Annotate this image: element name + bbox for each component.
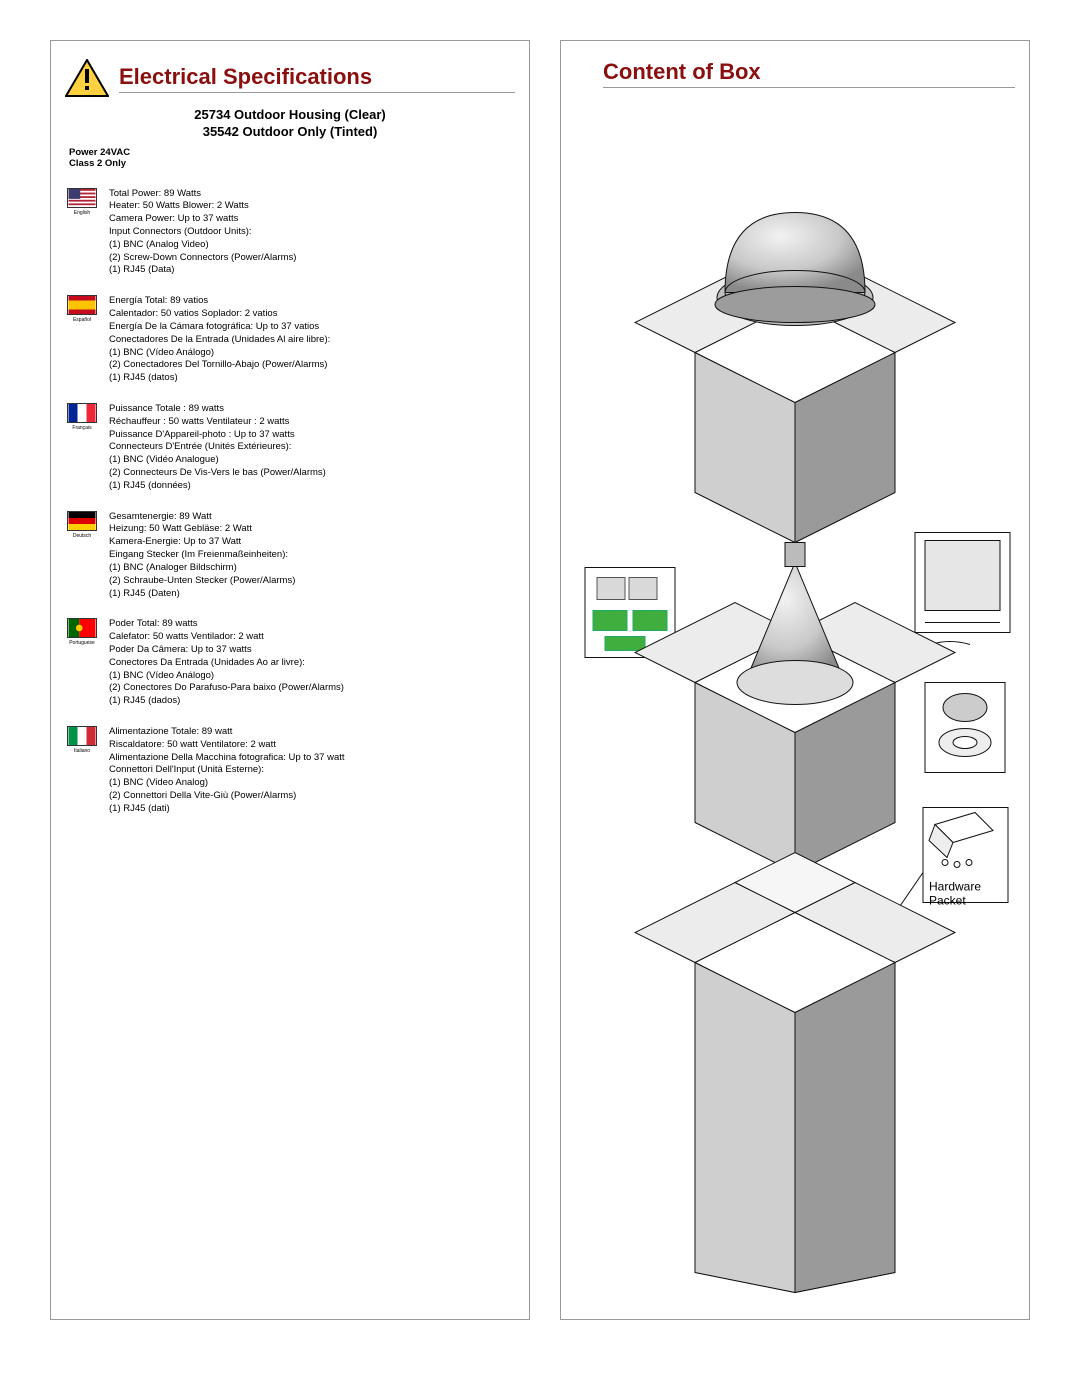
lang-block-pt: Portuguese Poder Total: 89 watts Calefato… (65, 618, 515, 708)
flag-col: Deutsch (65, 511, 99, 601)
hardware-packet-label-2: Packet (929, 894, 966, 908)
spec-text: Total Power: 89 Watts Heater: 50 Watts B… (109, 188, 296, 278)
flag-label: Italiano (65, 748, 99, 754)
flag-label: Español (65, 317, 99, 323)
lang-block-us: English Total Power: 89 Watts Heater: 50 … (65, 188, 515, 278)
spec-text: Energía Total: 89 vatios Calentador: 50 … (109, 295, 330, 385)
content-of-box-panel: Content of Box (560, 40, 1030, 1320)
box-contents-illustration: Hardware Packet (575, 104, 1015, 1301)
flag-label: Français (65, 425, 99, 431)
lang-block-fr: Français Puissance Totale : 89 watts Réch… (65, 403, 515, 493)
sub-line-1: 25734 Outdoor Housing (Clear) (194, 107, 385, 122)
warning-icon (65, 59, 109, 97)
flag-col: Italiano (65, 726, 99, 816)
box-1 (635, 213, 955, 543)
spec-text: Poder Total: 89 watts Calefator: 50 watt… (109, 618, 344, 708)
spec-text: Alimentazione Totale: 89 watt Riscaldato… (109, 726, 345, 816)
flag-col: Español (65, 295, 99, 385)
lang-block-de: Deutsch Gesamtenergie: 89 Watt Heizung: 5… (65, 511, 515, 601)
flag-label: Portuguese (65, 640, 99, 646)
left-heading: Electrical Specifications (119, 64, 515, 93)
power-line-1: Power 24VAC (69, 147, 130, 158)
left-heading-row: Electrical Specifications (65, 59, 515, 97)
flag-label: Deutsch (65, 533, 99, 539)
box-3 (635, 853, 955, 1293)
right-heading: Content of Box (603, 59, 1015, 88)
power-label: Power 24VAC Class 2 Only (69, 147, 515, 170)
flag-label: English (65, 210, 99, 216)
spec-text: Puissance Totale : 89 watts Réchauffeur … (109, 403, 326, 493)
flag-col: Portuguese (65, 618, 99, 708)
power-line-2: Class 2 Only (69, 158, 126, 169)
product-subhead: 25734 Outdoor Housing (Clear) 35542 Outd… (65, 107, 515, 141)
right-heading-row: Content of Box (575, 59, 1015, 88)
electrical-specs-panel: Electrical Specifications 25734 Outdoor … (50, 40, 530, 1320)
hardware-packet-label: Hardware (929, 880, 981, 894)
lang-block-it: Italiano Alimentazione Totale: 89 watt Ri… (65, 726, 515, 816)
flag-col: Français (65, 403, 99, 493)
flag-col: English (65, 188, 99, 278)
sub-line-2: 35542 Outdoor Only (Tinted) (203, 124, 378, 139)
spec-text: Gesamtenergie: 89 Watt Heizung: 50 Watt … (109, 511, 295, 601)
lang-block-es: Español Energía Total: 89 vatios Calentad… (65, 295, 515, 385)
